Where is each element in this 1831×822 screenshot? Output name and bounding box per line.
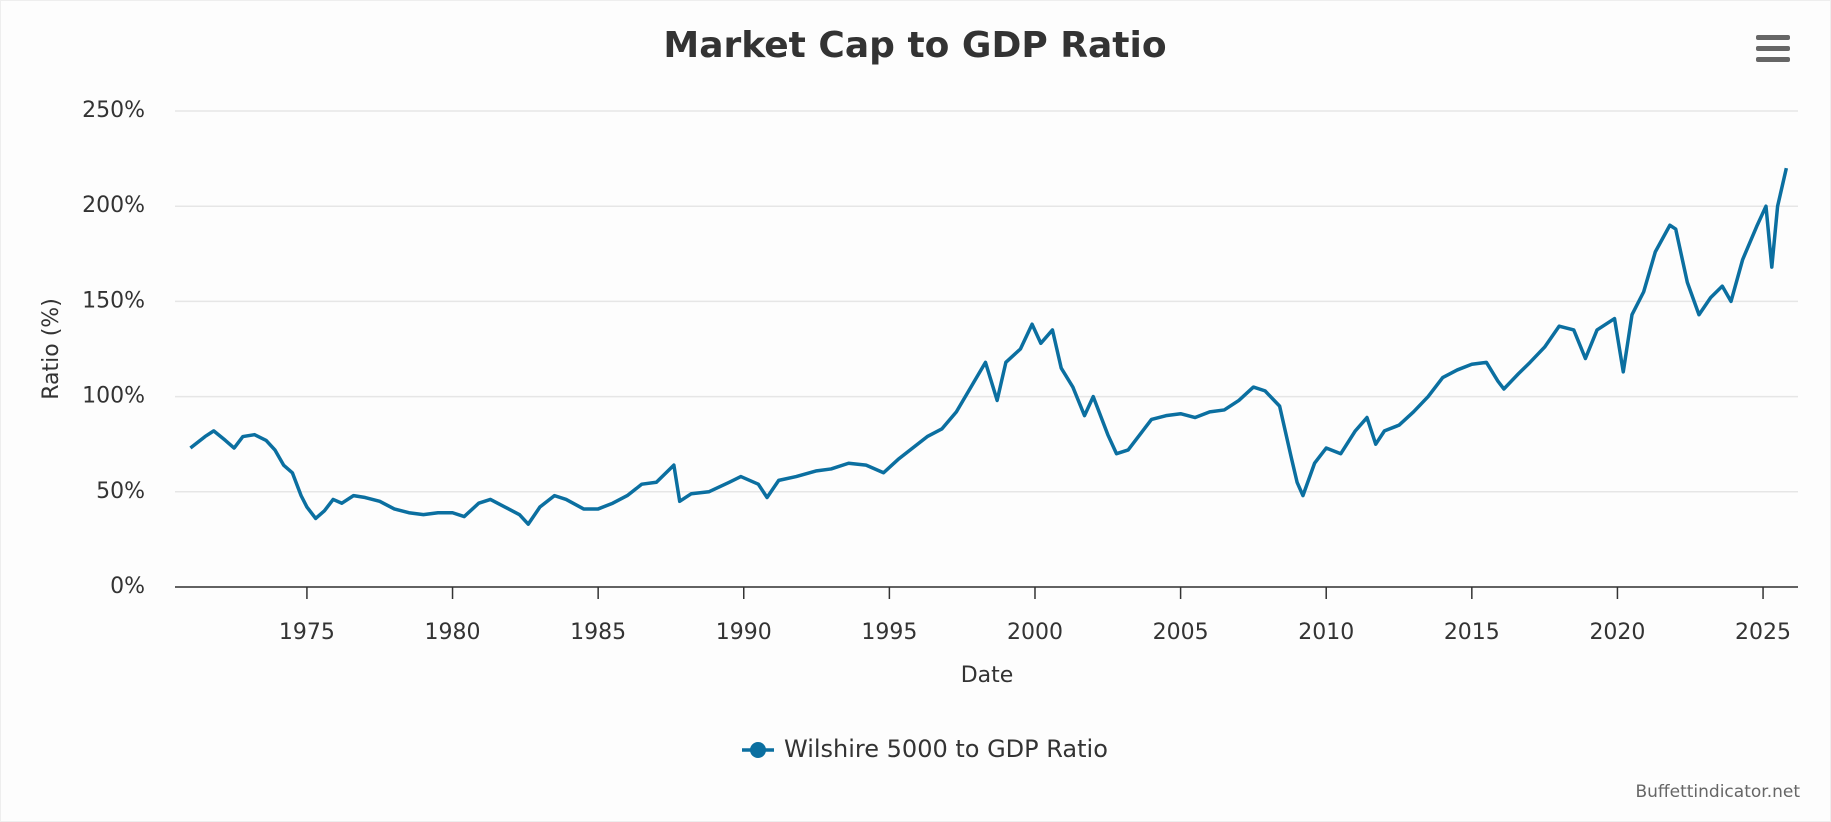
y-tick-label: 150% bbox=[82, 288, 145, 313]
menu-button[interactable] bbox=[1756, 35, 1790, 62]
y-axis-label: Ratio (%) bbox=[39, 298, 64, 400]
x-tick-label: 1995 bbox=[861, 620, 917, 645]
x-axis-label: Date bbox=[961, 663, 1014, 688]
x-tick-label: 2000 bbox=[1007, 620, 1063, 645]
x-tick-label: 2015 bbox=[1444, 620, 1500, 645]
y-tick-label: 0% bbox=[110, 574, 145, 599]
x-tick-label: 1985 bbox=[570, 620, 626, 645]
x-tick-label: 1980 bbox=[425, 620, 481, 645]
x-tick-label: 2020 bbox=[1589, 620, 1645, 645]
menu-bar[interactable] bbox=[1756, 35, 1790, 40]
menu-bar[interactable] bbox=[1756, 46, 1790, 51]
y-tick-label: 100% bbox=[82, 384, 145, 409]
x-tick-label: 2005 bbox=[1153, 620, 1209, 645]
x-tick-label: 1990 bbox=[716, 620, 772, 645]
legend-marker bbox=[750, 742, 766, 758]
x-tick-label: 2025 bbox=[1735, 620, 1791, 645]
y-tick-label: 200% bbox=[82, 193, 145, 218]
legend-label: Wilshire 5000 to GDP Ratio bbox=[784, 735, 1108, 763]
x-tick-label: 1975 bbox=[279, 620, 335, 645]
chart-title: Market Cap to GDP Ratio bbox=[663, 25, 1166, 66]
menu-bar[interactable] bbox=[1756, 57, 1790, 62]
x-tick-label: 2010 bbox=[1298, 620, 1354, 645]
y-tick-label: 50% bbox=[96, 479, 145, 504]
data-line bbox=[189, 167, 1789, 526]
credit: Buffettindicator.net bbox=[1635, 782, 1800, 802]
y-tick-label: 250% bbox=[82, 98, 145, 123]
